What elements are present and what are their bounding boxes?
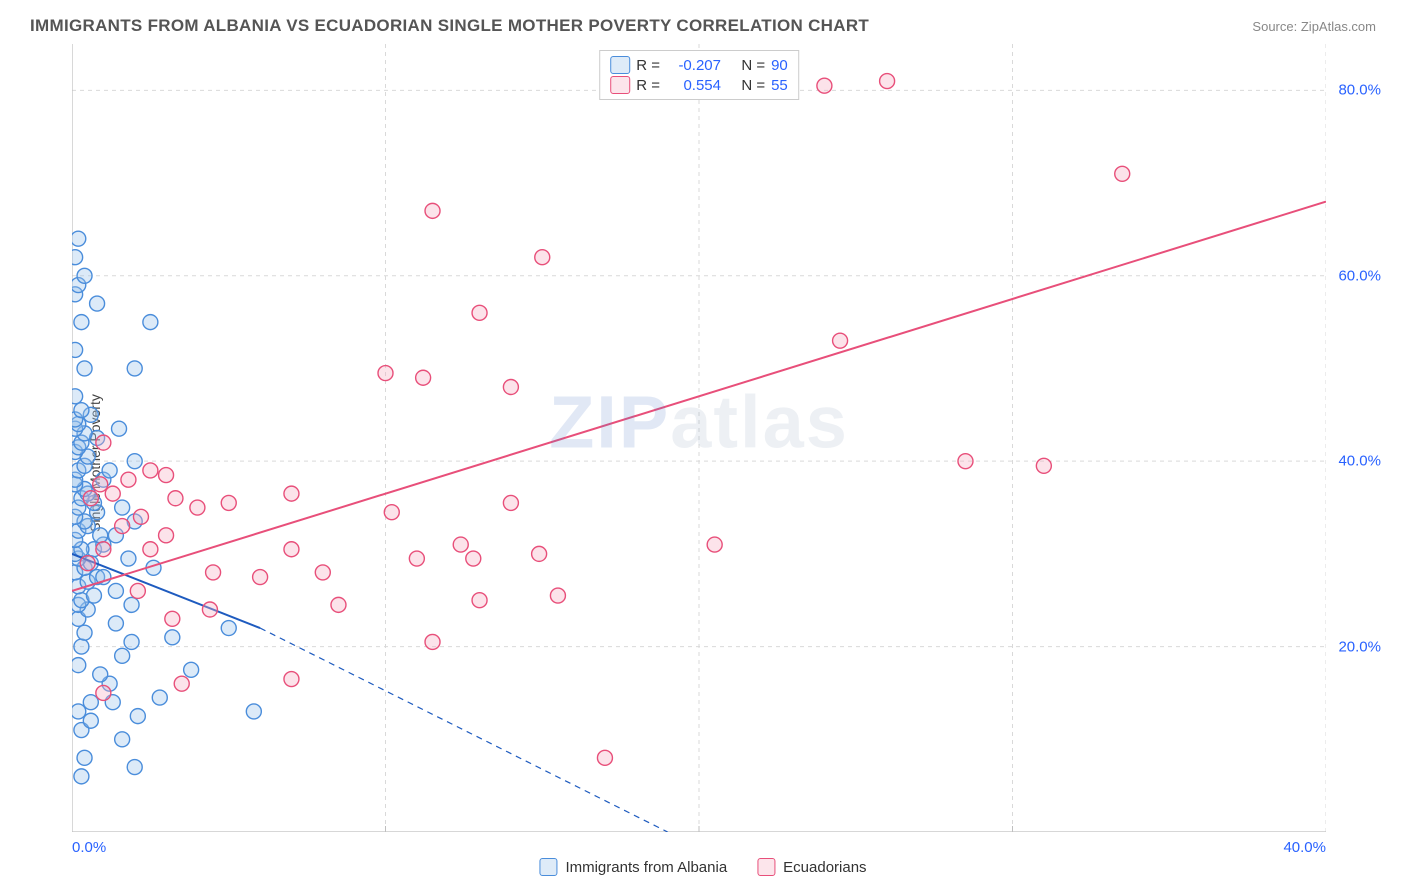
chart-title: IMMIGRANTS FROM ALBANIA VS ECUADORIAN SI…	[30, 16, 869, 36]
n-value: 90	[771, 57, 788, 74]
swatch-icon	[757, 858, 775, 876]
title-row: IMMIGRANTS FROM ALBANIA VS ECUADORIAN SI…	[20, 10, 1386, 44]
legend-item-ecuadorians: Ecuadorians	[757, 858, 866, 876]
y-tick-label: 80.0%	[1338, 82, 1381, 99]
swatch-icon	[610, 56, 630, 74]
x-tick-label: 40.0%	[1283, 839, 1326, 856]
y-tick-label: 40.0%	[1338, 453, 1381, 470]
swatch-icon	[539, 858, 557, 876]
chart-container: IMMIGRANTS FROM ALBANIA VS ECUADORIAN SI…	[0, 0, 1406, 892]
source-name: ZipAtlas.com	[1301, 19, 1376, 34]
r-value: 0.554	[666, 77, 721, 94]
y-tick-label: 60.0%	[1338, 267, 1381, 284]
legend-label: Immigrants from Albania	[565, 859, 727, 876]
source-attribution: Source: ZipAtlas.com	[1252, 19, 1376, 34]
n-label: N =	[741, 77, 765, 94]
r-label: R =	[636, 77, 660, 94]
r-label: R =	[636, 57, 660, 74]
n-label: N =	[741, 57, 765, 74]
corr-row-albania: R = -0.207 N = 90	[610, 55, 788, 75]
source-label: Source:	[1252, 19, 1297, 34]
correlation-legend-box: R = -0.207 N = 90 R = 0.554 N = 55	[599, 50, 799, 100]
n-value: 55	[771, 77, 788, 94]
y-tick-label: 20.0%	[1338, 638, 1381, 655]
swatch-icon	[610, 76, 630, 94]
series-legend: Immigrants from Albania Ecuadorians	[539, 858, 866, 876]
legend-item-albania: Immigrants from Albania	[539, 858, 727, 876]
corr-row-ecuadorians: R = 0.554 N = 55	[610, 75, 788, 95]
x-tick-label: 0.0%	[72, 839, 106, 856]
legend-label: Ecuadorians	[783, 859, 866, 876]
chart-area: Single Mother Poverty ZIPatlas R =-0.207…	[20, 44, 1386, 882]
plot-region: ZIPatlas R =-0.207 N = 90R =0.554 N = 55…	[72, 44, 1326, 832]
r-value: -0.207	[666, 57, 721, 74]
chart-svg	[72, 44, 1326, 832]
